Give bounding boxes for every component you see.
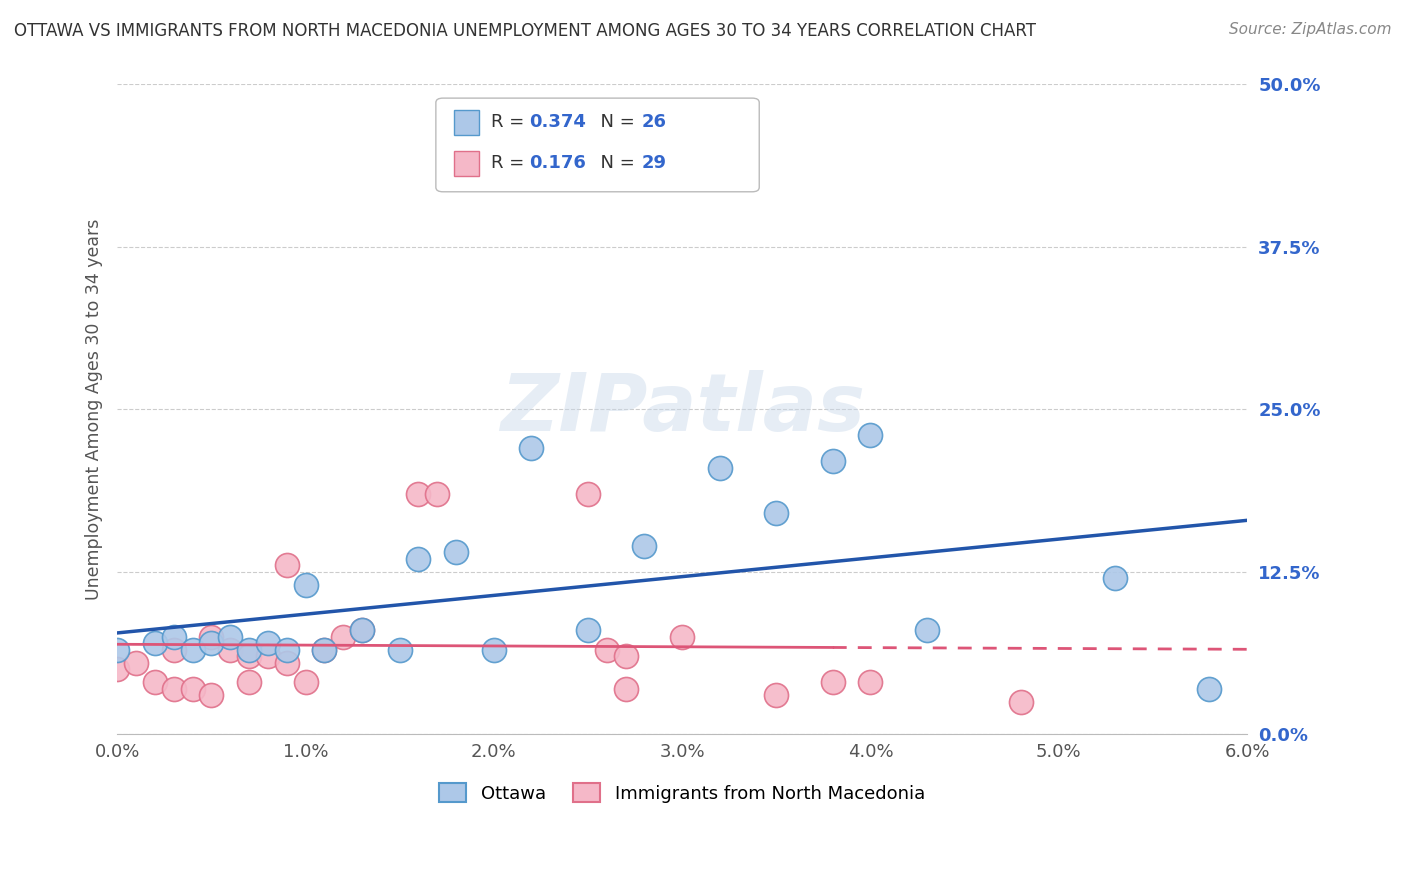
Point (219, 642, 242, 657)
Point (294, 578, 316, 592)
Text: N =: N = (589, 113, 641, 131)
Point (821, 675, 844, 690)
Point (276, 558, 298, 573)
Point (765, 688, 787, 702)
Point (105, 642, 128, 657)
Point (238, 649, 260, 664)
Point (143, 675, 166, 690)
Point (219, 630, 242, 644)
Point (238, 642, 260, 657)
Point (276, 642, 298, 657)
Point (482, 642, 505, 657)
Point (163, 630, 186, 644)
Point (576, 624, 599, 638)
Point (1104, 571, 1126, 585)
Point (200, 688, 222, 702)
Point (200, 630, 222, 644)
Point (633, 539, 655, 553)
Point (294, 675, 316, 690)
Point (256, 636, 278, 650)
Point (576, 487, 599, 501)
Point (200, 636, 222, 650)
Point (314, 642, 336, 657)
Point (709, 461, 731, 475)
Text: Source: ZipAtlas.com: Source: ZipAtlas.com (1229, 22, 1392, 37)
Point (426, 487, 449, 501)
Text: 26: 26 (641, 113, 666, 131)
Point (520, 442, 543, 456)
Point (596, 642, 619, 657)
Point (671, 630, 693, 644)
Point (125, 656, 148, 670)
Point (163, 681, 186, 696)
Point (181, 681, 204, 696)
Point (859, 428, 882, 442)
Text: 0.176: 0.176 (529, 154, 585, 172)
Point (1010, 695, 1032, 709)
Text: 0.374: 0.374 (529, 113, 585, 131)
Point (276, 656, 298, 670)
Point (614, 681, 637, 696)
Point (332, 630, 354, 644)
Point (163, 642, 186, 657)
Point (314, 642, 336, 657)
Legend: Ottawa, Immigrants from North Macedonia: Ottawa, Immigrants from North Macedonia (432, 776, 932, 810)
Text: ZIPatlas: ZIPatlas (499, 370, 865, 449)
Point (408, 487, 430, 501)
Point (408, 551, 430, 566)
Point (350, 624, 373, 638)
Point (859, 675, 882, 690)
Text: N =: N = (589, 154, 641, 172)
Text: R =: R = (491, 113, 530, 131)
Text: OTTAWA VS IMMIGRANTS FROM NORTH MACEDONIA UNEMPLOYMENT AMONG AGES 30 TO 34 YEARS: OTTAWA VS IMMIGRANTS FROM NORTH MACEDONI… (14, 22, 1036, 40)
Point (821, 454, 844, 468)
Point (181, 642, 204, 657)
Point (1198, 681, 1220, 696)
Point (614, 649, 637, 664)
Text: R =: R = (491, 154, 530, 172)
Text: 29: 29 (641, 154, 666, 172)
Point (256, 649, 278, 664)
Point (143, 636, 166, 650)
Point (105, 662, 128, 676)
Y-axis label: Unemployment Among Ages 30 to 34 years: Unemployment Among Ages 30 to 34 years (86, 219, 103, 600)
Point (388, 642, 411, 657)
Point (765, 507, 787, 521)
Point (444, 545, 467, 559)
Point (350, 624, 373, 638)
Point (238, 675, 260, 690)
Point (915, 624, 938, 638)
